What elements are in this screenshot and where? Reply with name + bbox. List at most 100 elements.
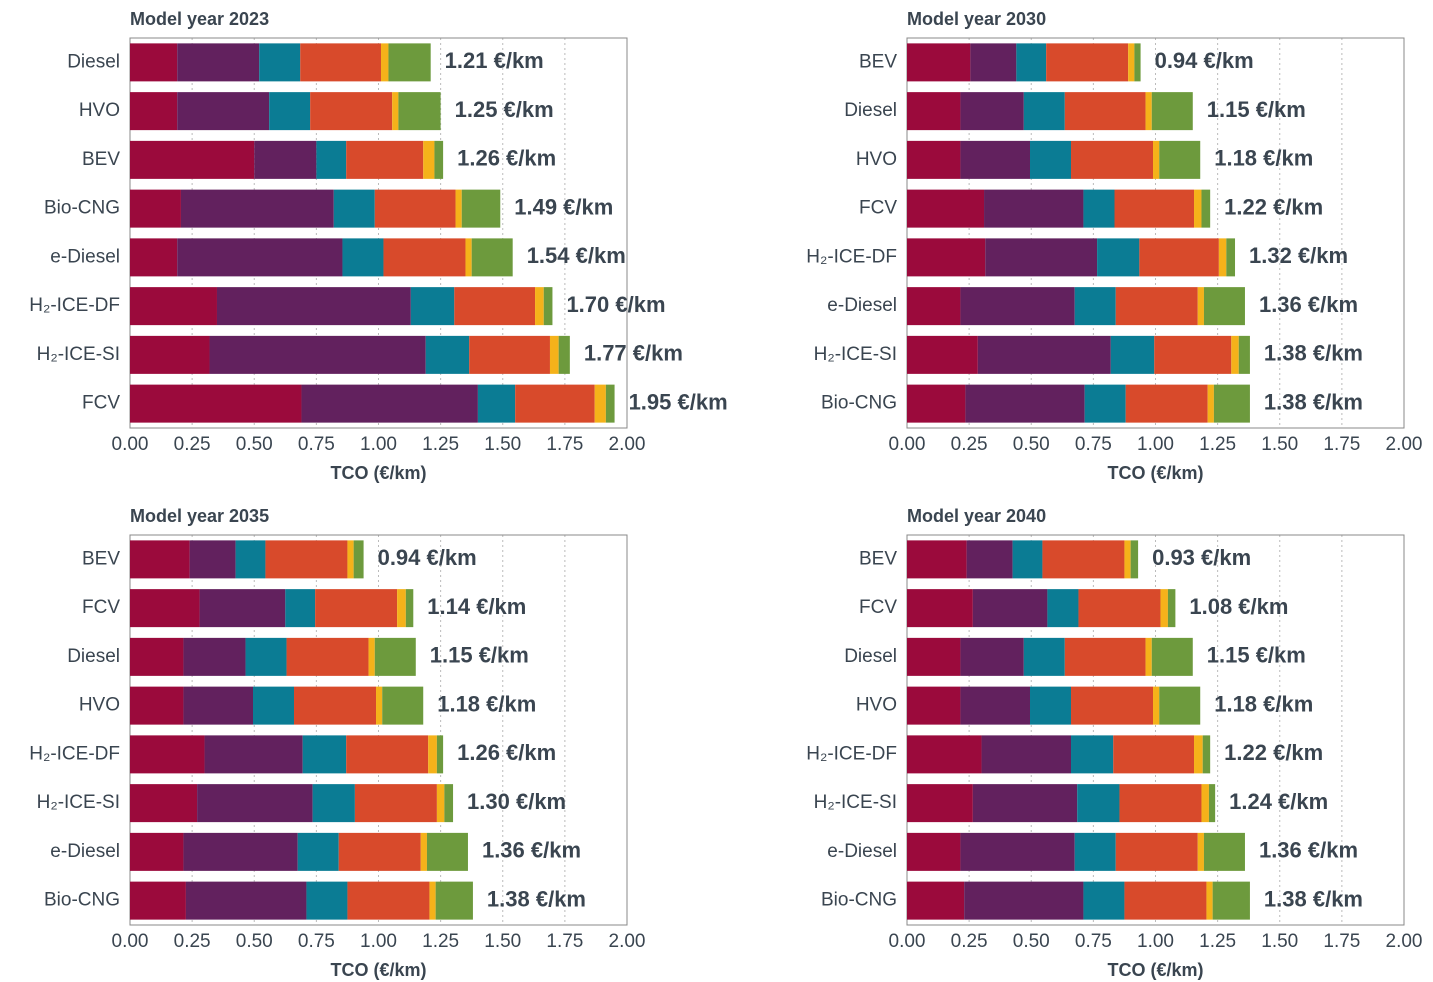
- category-label: H₂-ICE-DF: [29, 295, 120, 316]
- category-label: HVO: [856, 149, 897, 170]
- bar-segment: [294, 686, 377, 725]
- bar-segment: [1074, 832, 1116, 871]
- bar-segment: [245, 637, 287, 676]
- bar-segment: [1226, 238, 1236, 277]
- bar-segment: [428, 735, 437, 774]
- plot-frame: [129, 534, 628, 926]
- bar-segment: [216, 287, 411, 326]
- bar-segment: [312, 784, 355, 823]
- bar-segment: [259, 43, 301, 82]
- total-label: 1.14 €/km: [427, 594, 526, 619]
- x-tick-label: 0.25: [951, 931, 988, 952]
- bar-segment: [130, 92, 178, 131]
- bar-segment: [209, 335, 426, 374]
- plot-frame: [129, 37, 628, 429]
- bar-segment: [180, 189, 334, 228]
- bar-segment: [960, 140, 1031, 179]
- bar-segment: [907, 384, 966, 423]
- total-label: 1.95 €/km: [629, 389, 728, 414]
- bar-segment: [301, 384, 478, 423]
- total-label: 0.93 €/km: [1152, 545, 1251, 570]
- bar-segment: [1202, 735, 1211, 774]
- bar-segment: [1145, 637, 1152, 676]
- total-label: 1.70 €/km: [566, 292, 665, 317]
- x-axis-label: TCO (€/km): [330, 960, 426, 980]
- bar-segment: [471, 238, 513, 277]
- bar-segment: [444, 784, 454, 823]
- total-label: 1.22 €/km: [1224, 194, 1323, 219]
- total-label: 1.32 €/km: [1249, 243, 1348, 268]
- bar-segment: [964, 881, 1084, 920]
- bar-segment: [907, 335, 978, 374]
- total-label: 1.26 €/km: [457, 146, 556, 171]
- x-tick-label: 0.25: [174, 931, 211, 952]
- bar-segment: [465, 238, 472, 277]
- x-tick-label: 0.00: [889, 434, 926, 455]
- x-tick-label: 1.00: [1137, 434, 1174, 455]
- bar-segment: [1119, 784, 1202, 823]
- bar-segment: [177, 43, 260, 82]
- bar-segment: [347, 540, 354, 579]
- x-tick-label: 0.00: [112, 931, 149, 952]
- bar-segment: [342, 238, 384, 277]
- bar-segment: [1194, 735, 1203, 774]
- bar-segment: [907, 832, 961, 871]
- x-tick-label: 1.00: [1137, 931, 1174, 952]
- bar-segment: [1023, 637, 1065, 676]
- bar-segment: [1077, 784, 1120, 823]
- bar-segment: [204, 735, 303, 774]
- bar-segment: [130, 832, 184, 871]
- category-label: Diesel: [844, 646, 897, 667]
- bar-segment: [1151, 637, 1193, 676]
- bar-segment: [605, 384, 615, 423]
- bar-segment: [429, 881, 436, 920]
- x-tick-label: 0.00: [112, 434, 149, 455]
- bar-segment: [316, 140, 347, 179]
- bar-segment: [397, 589, 406, 628]
- total-label: 0.94 €/km: [1155, 48, 1254, 73]
- bar-segment: [130, 637, 184, 676]
- bar-segment: [455, 189, 462, 228]
- bar-segment: [269, 92, 311, 131]
- bar-segment: [410, 287, 455, 326]
- bar-segment: [183, 686, 254, 725]
- bar-segment: [1153, 140, 1160, 179]
- bar-segment: [130, 384, 302, 423]
- total-label: 1.36 €/km: [1259, 292, 1358, 317]
- total-label: 1.25 €/km: [455, 97, 554, 122]
- total-label: 1.18 €/km: [437, 691, 536, 716]
- x-tick-label: 2.00: [1386, 434, 1423, 455]
- plot-frame: [906, 37, 1405, 429]
- bar-segment: [253, 686, 295, 725]
- total-label: 1.54 €/km: [527, 243, 626, 268]
- panel-title: Model year 2035: [130, 506, 269, 526]
- x-tick-label: 0.50: [1013, 931, 1050, 952]
- bar-segment: [907, 43, 971, 82]
- bar-segment: [434, 140, 444, 179]
- total-label: 1.38 €/km: [1264, 389, 1363, 414]
- category-label: H₂-ICE-SI: [814, 344, 897, 365]
- bar-segment: [1167, 589, 1176, 628]
- total-label: 1.38 €/km: [487, 886, 586, 911]
- category-label: Bio-CNG: [821, 890, 897, 911]
- bar-segment: [347, 881, 430, 920]
- bar-segment: [346, 735, 429, 774]
- bar-segment: [1124, 540, 1131, 579]
- bar-segment: [960, 287, 1075, 326]
- bar-segment: [907, 287, 961, 326]
- bar-segment: [1084, 384, 1126, 423]
- category-label: Diesel: [844, 100, 897, 121]
- bar-segment: [130, 140, 255, 179]
- bar-segment: [907, 92, 961, 131]
- bar-segment: [286, 637, 369, 676]
- bar-segment: [1125, 384, 1208, 423]
- bar-segment: [189, 540, 236, 579]
- bar-segment: [368, 637, 375, 676]
- bar-segment: [420, 832, 427, 871]
- total-label: 1.26 €/km: [457, 740, 556, 765]
- panel-title: Model year 2023: [130, 9, 269, 29]
- total-label: 1.24 €/km: [1229, 789, 1328, 814]
- category-label: H₂-ICE-SI: [37, 344, 120, 365]
- bar-segment: [1064, 92, 1146, 131]
